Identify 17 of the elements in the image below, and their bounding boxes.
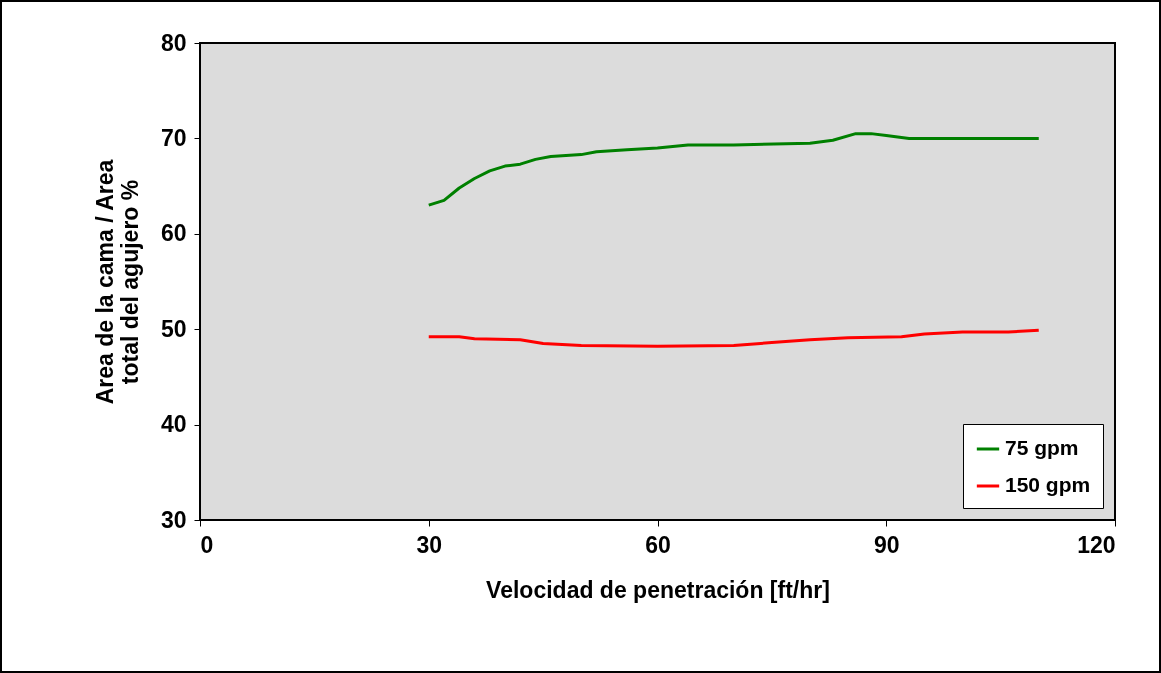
x-tick-label: 90 [873, 531, 900, 558]
y-tick-label: 70 [160, 124, 187, 151]
y-tick-label: 30 [160, 506, 187, 533]
legend-label: 150 gpm [1005, 473, 1091, 496]
line-series [427, 328, 1041, 348]
x-tick-label: 120 [1077, 531, 1116, 558]
line-series [427, 132, 1041, 207]
x-axis-title: Velocidad de penetración [ft/hr] [486, 576, 830, 603]
x-tick-label: 0 [200, 531, 214, 558]
y-tick-label: 80 [160, 29, 187, 56]
y-tick-label: 40 [160, 411, 187, 438]
x-tick-label: 30 [416, 531, 443, 558]
legend-label: 75 gpm [1005, 436, 1079, 459]
y-tick-label: 50 [160, 315, 187, 342]
y-tick-label: 60 [160, 220, 187, 247]
y-axis-title: Area de la cama / Area total del agujero % [91, 159, 143, 405]
x-tick-label: 60 [645, 531, 671, 558]
